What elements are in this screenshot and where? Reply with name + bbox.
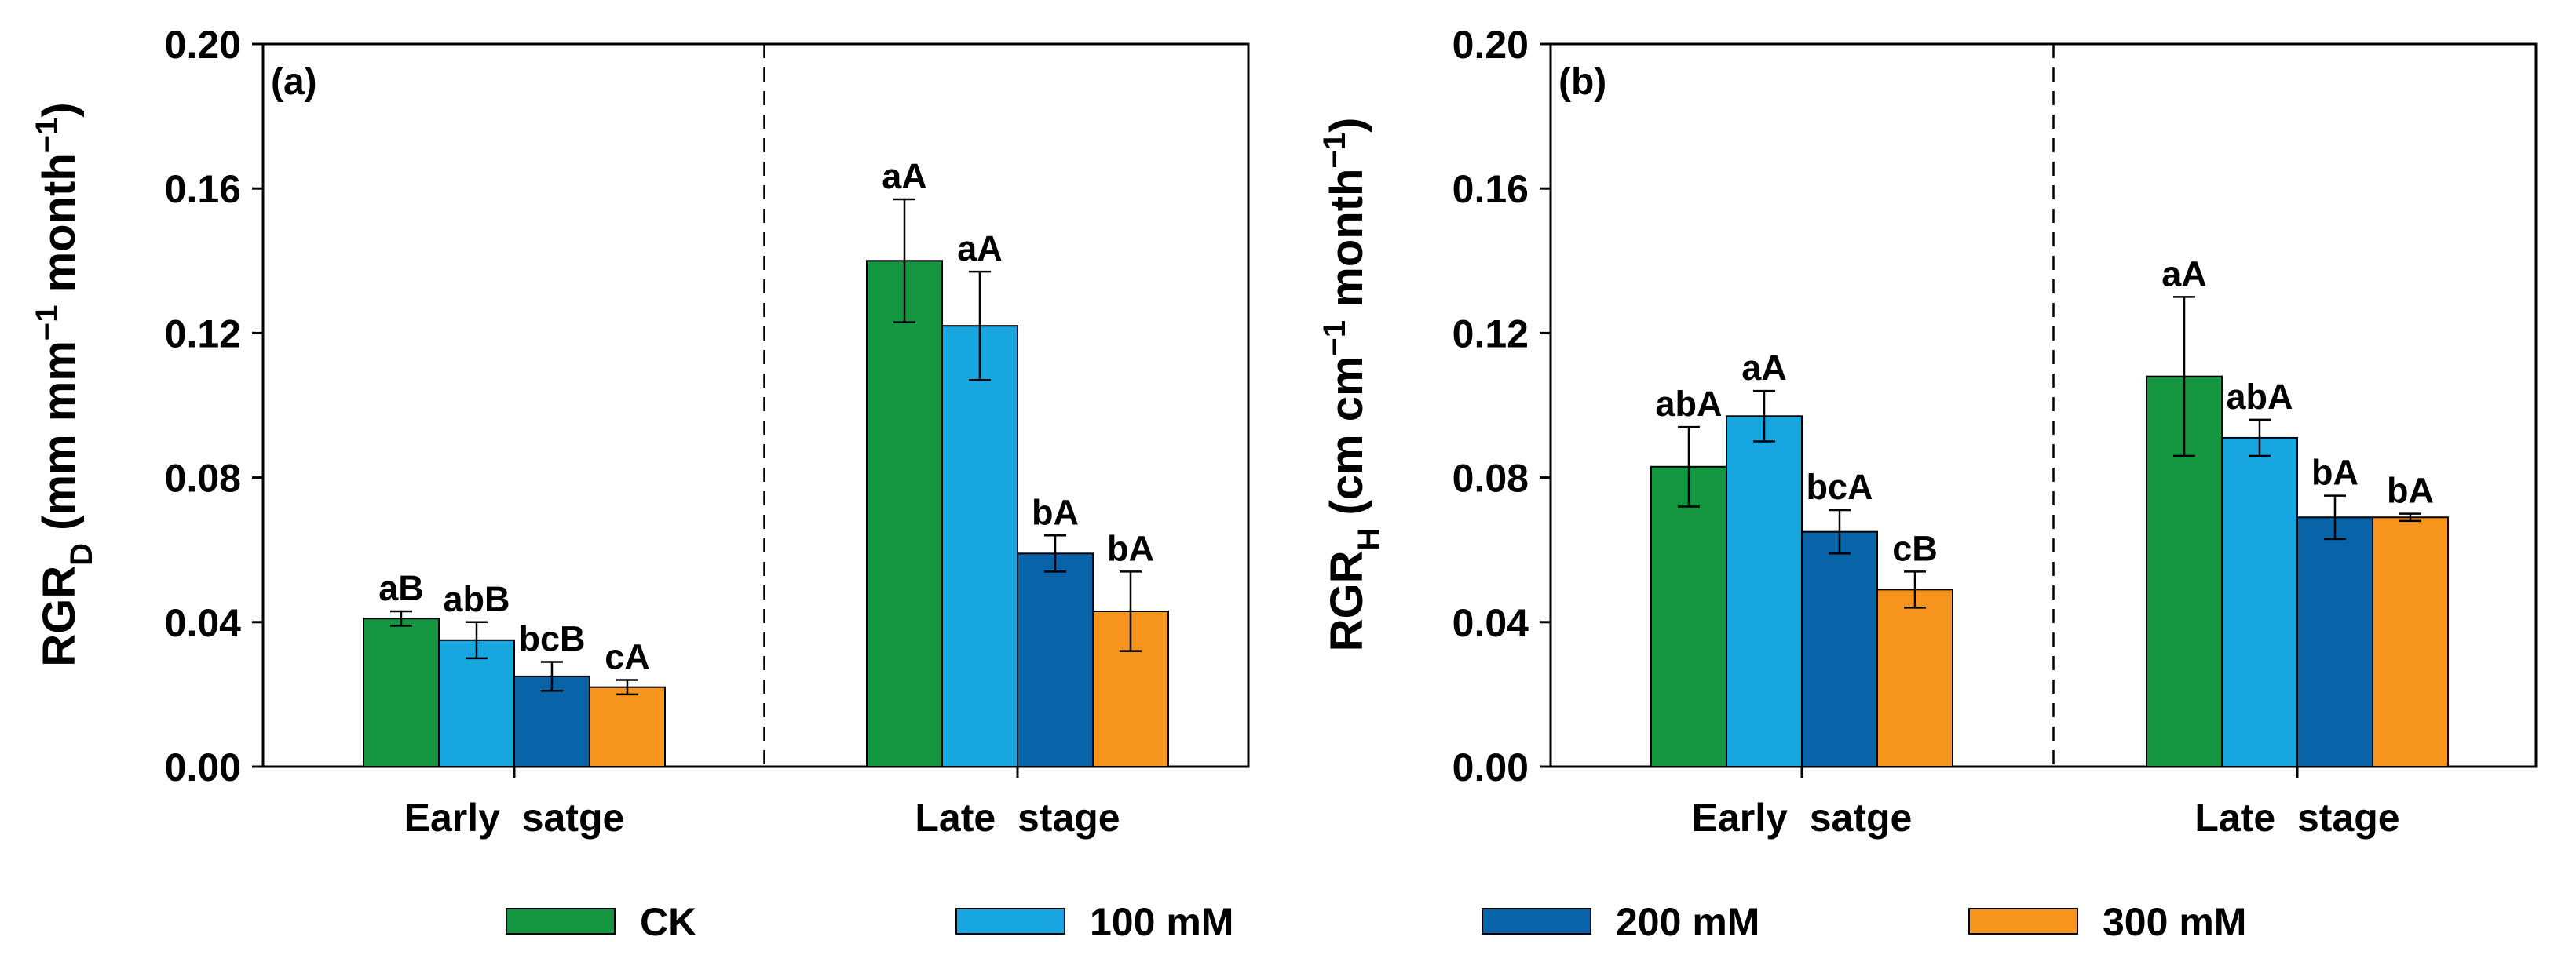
- panel-b-frame: [1549, 42, 2538, 768]
- x-category-label: Late stage: [2194, 796, 2399, 840]
- panel-a: (a) RGRD (mm mm−1 month−1) 0.00 0.04 0.08 0…: [30, 23, 1250, 840]
- panel-a-frame: [261, 42, 1250, 768]
- bar: [589, 686, 666, 767]
- panel-a-ylabel: RGRD (mm mm−1 month−1): [30, 102, 99, 666]
- data-label: abB: [443, 579, 510, 619]
- bar: [866, 260, 943, 767]
- bar: [1017, 552, 1094, 767]
- data-label: cB: [1892, 528, 1938, 568]
- data-label: cA: [605, 636, 650, 676]
- y-tick-label: 0.04: [1452, 601, 1529, 645]
- legend-label: CK: [640, 900, 696, 944]
- data-label: aA: [2161, 253, 2207, 293]
- legend-label: 100 mM: [1090, 900, 1233, 944]
- y-tick-label: 0.00: [165, 745, 241, 789]
- bar: [1876, 589, 1953, 767]
- y-tick-label: 0.08: [165, 457, 241, 501]
- legend: CK 100 mM 200 mM 300 mM: [506, 900, 2246, 944]
- y-tick-label: 0.00: [1452, 745, 1529, 789]
- data-label: bA: [2311, 453, 2359, 493]
- x-category-label: Late stage: [915, 796, 1120, 840]
- bar: [1801, 530, 1878, 767]
- data-label: bcB: [518, 618, 585, 658]
- data-label: abA: [2226, 377, 2293, 417]
- bar: [1726, 415, 1803, 767]
- y-tick-label: 0.16: [1452, 167, 1529, 211]
- bar: [2372, 516, 2449, 767]
- legend-label: 200 mM: [1616, 900, 1759, 944]
- panel-a-label: (a): [271, 61, 317, 103]
- data-label: bA: [1032, 492, 1079, 532]
- panel-b: (b) RGRH (cm cm−1 month−1) 0.00 0.04 0.08 0…: [1317, 23, 2538, 840]
- data-label: aB: [378, 568, 424, 608]
- y-tick-label: 0.12: [165, 312, 241, 355]
- y-tick-label: 0.20: [1452, 23, 1529, 67]
- bar: [1650, 465, 1727, 767]
- legend-label: 300 mM: [2103, 900, 2246, 944]
- bar: [941, 325, 1018, 767]
- y-tick-label: 0.08: [1452, 457, 1529, 501]
- data-label: bcA: [1806, 467, 1873, 507]
- panel-b-label: (b): [1558, 61, 1606, 103]
- data-label: aA: [957, 228, 1003, 268]
- legend-swatch: [1968, 908, 2078, 935]
- y-tick-label: 0.16: [165, 167, 241, 211]
- bar: [363, 618, 440, 767]
- data-label: bA: [1107, 528, 1154, 568]
- legend-swatch: [506, 908, 616, 935]
- data-label: aA: [882, 156, 927, 196]
- bar: [2221, 436, 2298, 767]
- y-tick-label: 0.20: [165, 23, 241, 67]
- y-tick-label: 0.12: [1452, 312, 1529, 355]
- x-category-label: Early satge: [404, 796, 625, 840]
- bar: [2296, 516, 2373, 767]
- data-label: abA: [1655, 384, 1722, 424]
- x-category-label: Early satge: [1692, 796, 1913, 840]
- y-tick-label: 0.04: [165, 601, 242, 645]
- panel-b-ylabel: RGRH (cm cm−1 month−1): [1317, 118, 1387, 652]
- data-label: aA: [1741, 348, 1787, 388]
- data-label: bA: [2387, 471, 2434, 511]
- legend-swatch: [955, 908, 1065, 935]
- legend-swatch: [1482, 908, 1591, 935]
